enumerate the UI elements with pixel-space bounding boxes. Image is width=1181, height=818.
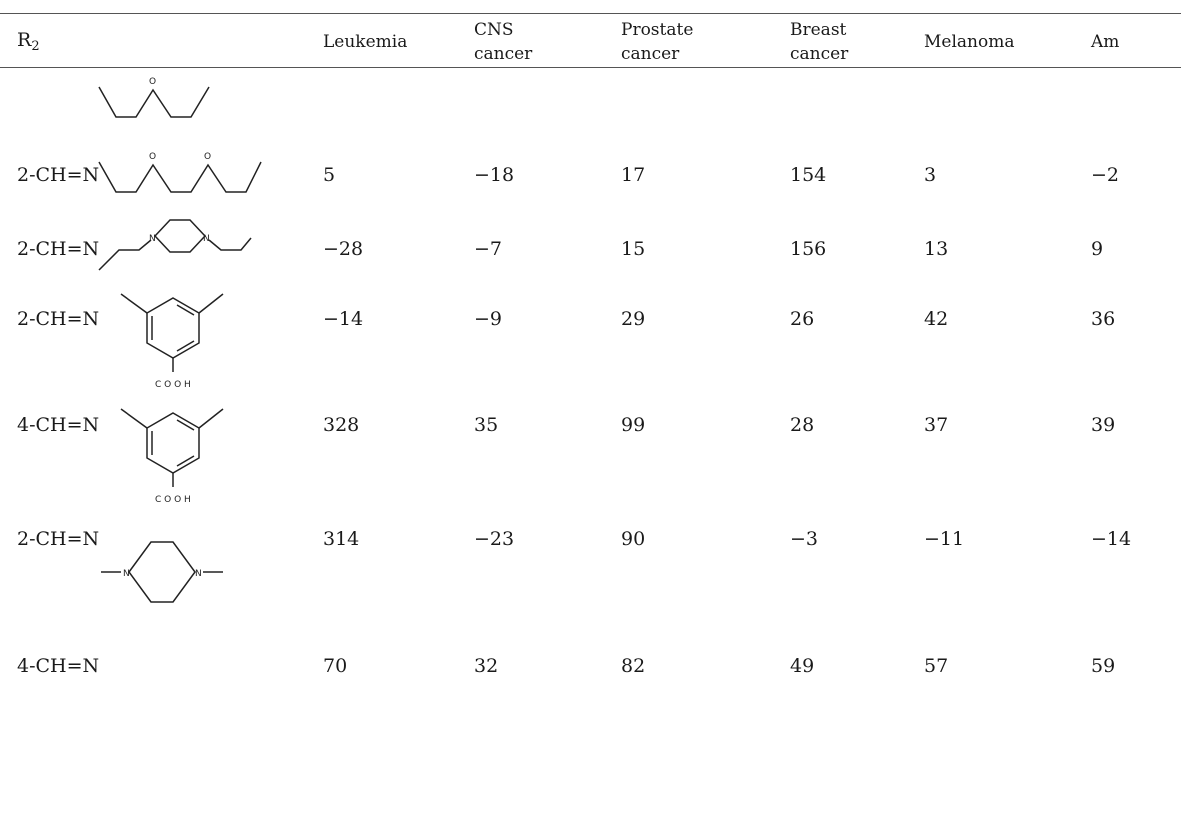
row-3-am: 36	[1091, 308, 1116, 330]
row-5-prostate: 90	[621, 528, 646, 550]
row-2-cns: −7	[474, 238, 503, 260]
row-6-prostate: 82	[621, 655, 646, 677]
row-3-prostate: 29	[621, 308, 646, 330]
row-3-breast: 26	[790, 308, 815, 330]
row-5-am: −14	[1091, 528, 1132, 550]
row-4-breast: 28	[790, 414, 815, 436]
row-1-prostate: 17	[621, 164, 646, 186]
row-2-breast: 156	[790, 238, 827, 260]
row-5-breast: −3	[790, 528, 819, 550]
row-3-cns: −9	[474, 308, 503, 330]
svg-text:O: O	[149, 152, 156, 162]
row-4-r2: 4-CH=N	[17, 414, 100, 436]
structure-dimethyl-piperazine: N N	[101, 541, 223, 603]
header-bottom-rule	[0, 67, 1181, 68]
header-breast: Breast cancer	[790, 20, 849, 64]
row-4-cns: 35	[474, 414, 499, 436]
row-5-r2: 2-CH=N	[17, 528, 100, 550]
header-leukemia: Leukemia	[323, 32, 408, 52]
svg-text:C O O H: C O O H	[155, 495, 191, 505]
row-6-r2: 4-CH=N	[17, 655, 100, 677]
header-cns: CNS cancer	[474, 20, 533, 64]
svg-text:N: N	[123, 569, 130, 579]
row-2-melanoma: 13	[924, 238, 949, 260]
row-5-melanoma: −11	[924, 528, 965, 550]
structure-benzoic-acid-1: C O O H	[120, 293, 224, 390]
row-4-prostate: 99	[621, 414, 646, 436]
row-6-cns: 32	[474, 655, 499, 677]
row-1-breast: 154	[790, 164, 827, 186]
row-1-cns: −18	[474, 164, 515, 186]
row-1-r2: 2-CH=N	[17, 164, 100, 186]
svg-text:N: N	[195, 569, 202, 579]
row-6-leukemia: 70	[323, 655, 348, 677]
row-1-leukemia: 5	[323, 164, 336, 186]
svg-text:O: O	[149, 77, 156, 87]
structure-dialkyl-piperazine: N N	[98, 219, 252, 271]
row-4-melanoma: 37	[924, 414, 949, 436]
row-3-r2: 2-CH=N	[17, 308, 100, 330]
row-5-cns: −23	[474, 528, 515, 550]
row-4-leukemia: 328	[323, 414, 360, 436]
table-top-rule	[0, 13, 1181, 14]
header-prostate: Prostate cancer	[621, 20, 694, 64]
row-6-breast: 49	[790, 655, 815, 677]
row-4-am: 39	[1091, 414, 1116, 436]
row-1-am: −2	[1091, 164, 1120, 186]
svg-text:C O O H: C O O H	[155, 380, 191, 390]
row-1-melanoma: 3	[924, 164, 937, 186]
header-am: Am	[1091, 32, 1120, 52]
row-2-am: 9	[1091, 238, 1104, 260]
row-2-prostate: 15	[621, 238, 646, 260]
row-2-r2: 2-CH=N	[17, 238, 100, 260]
header-melanoma: Melanoma	[924, 32, 1015, 52]
structure-diether-chain: O O	[98, 152, 262, 193]
structure-ether-chain: O	[98, 77, 210, 118]
row-5-leukemia: 314	[323, 528, 360, 550]
svg-text:N: N	[203, 234, 210, 244]
structure-benzoic-acid-2: C O O H	[120, 408, 224, 505]
svg-text:N: N	[149, 234, 156, 244]
row-3-melanoma: 42	[924, 308, 949, 330]
header-r2: R2	[17, 29, 40, 54]
row-2-leukemia: −28	[323, 238, 364, 260]
row-6-am: 59	[1091, 655, 1116, 677]
row-3-leukemia: −14	[323, 308, 364, 330]
svg-text:O: O	[204, 152, 211, 162]
row-6-melanoma: 57	[924, 655, 949, 677]
